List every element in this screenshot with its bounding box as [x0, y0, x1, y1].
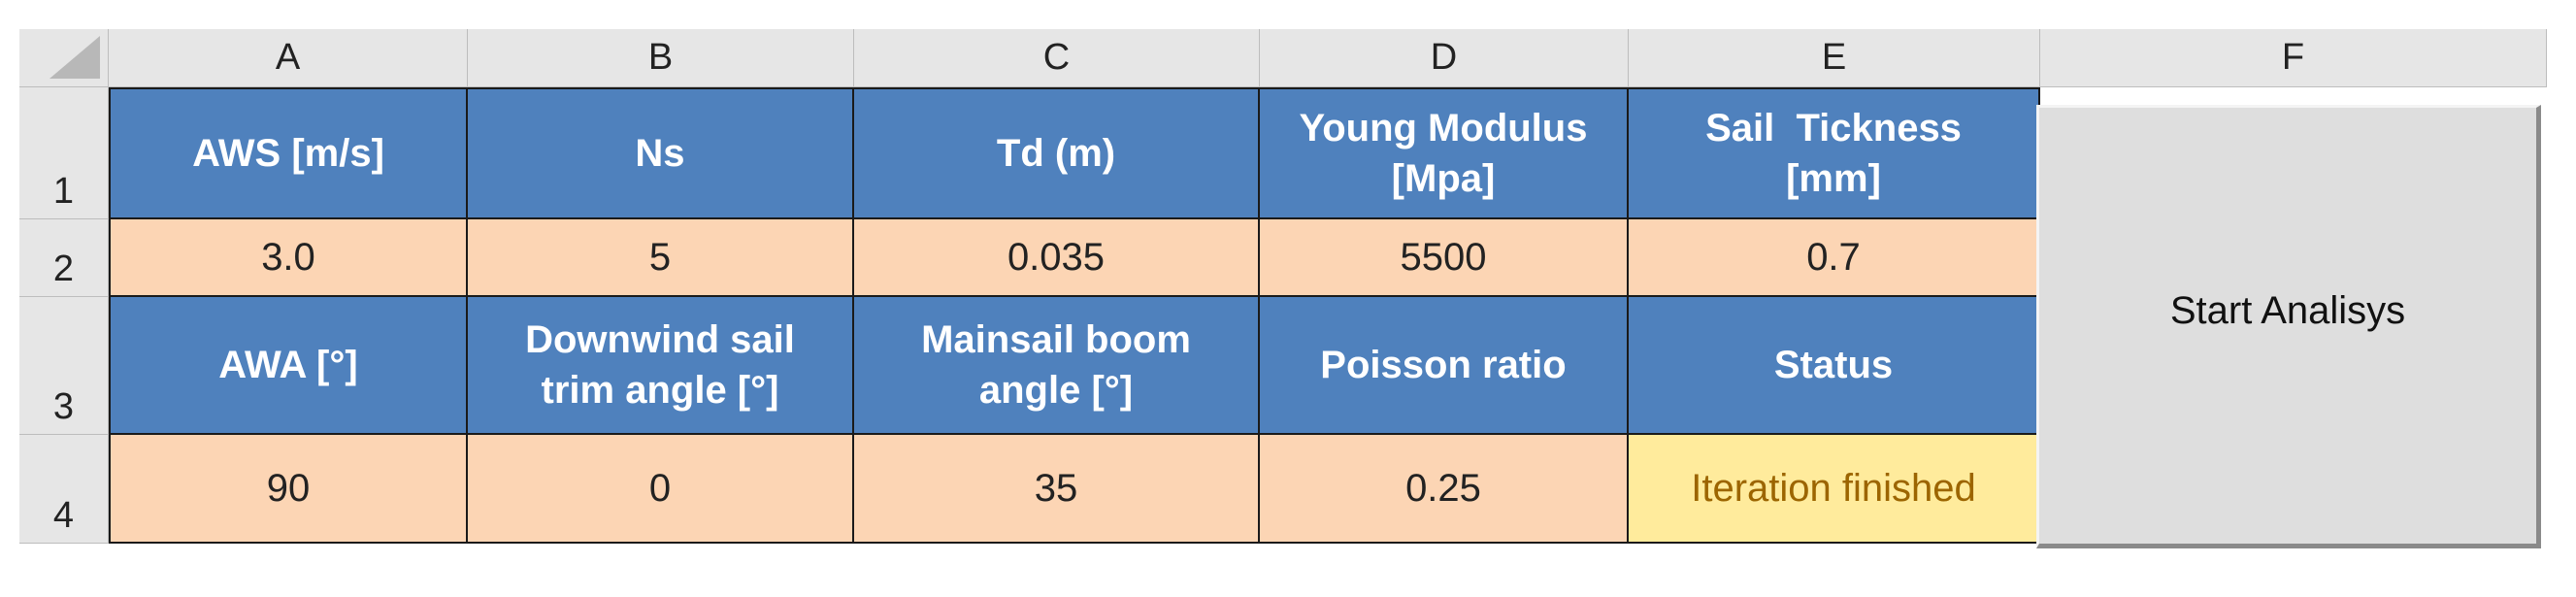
ns-header-label: Ns — [635, 132, 685, 175]
cell-d2[interactable]: 5500 — [1260, 219, 1629, 297]
row-header-1[interactable]: 1 — [19, 87, 109, 219]
awa-header-label: AWA [°] — [218, 344, 358, 386]
boom-angle-value: 35 — [1034, 467, 1078, 510]
start-analysis-button-label: Start Analisys — [2169, 289, 2406, 332]
sail-thickness-line2: [mm] — [1786, 157, 1881, 200]
trim-angle-line1: Downwind sail — [525, 318, 795, 361]
sail-thickness-header-label: Sail Tickness [mm] — [1705, 103, 1962, 204]
cell-c3[interactable]: Mainsail boom angle [°] — [854, 297, 1260, 435]
cell-e1[interactable]: Sail Tickness [mm] — [1629, 87, 2040, 219]
cell-a1[interactable]: AWS [m/s] — [109, 87, 468, 219]
cell-b2[interactable]: 5 — [468, 219, 854, 297]
sail-thickness-value: 0.7 — [1806, 236, 1861, 279]
trim-angle-header-label: Downwind sail trim angle [°] — [525, 315, 795, 415]
column-header-c[interactable]: C — [854, 29, 1260, 87]
cell-a3[interactable]: AWA [°] — [109, 297, 468, 435]
cell-d1[interactable]: Young Modulus [Mpa] — [1260, 87, 1629, 219]
sail-thickness-line1: Sail Tickness — [1705, 107, 1962, 149]
trim-angle-value: 0 — [648, 467, 672, 510]
cell-c2[interactable]: 0.035 — [854, 219, 1260, 297]
cell-a2[interactable]: 3.0 — [109, 219, 468, 297]
column-header-d[interactable]: D — [1260, 29, 1629, 87]
young-modulus-header-label: Young Modulus [Mpa] — [1300, 103, 1588, 204]
cell-b1[interactable]: Ns — [468, 87, 854, 219]
column-header-f[interactable]: F — [2040, 29, 2547, 87]
cell-c1[interactable]: Td (m) — [854, 87, 1260, 219]
select-all-corner[interactable] — [19, 29, 109, 87]
td-header-label: Td (m) — [996, 132, 1116, 175]
cell-b3[interactable]: Downwind sail trim angle [°] — [468, 297, 854, 435]
boom-angle-header-label: Mainsail boom angle [°] — [921, 315, 1191, 415]
boom-angle-line1: Mainsail boom — [921, 318, 1191, 361]
poisson-ratio-header-label: Poisson ratio — [1320, 344, 1567, 386]
trim-angle-line2: trim angle [°] — [541, 369, 779, 412]
aws-header-label: AWS [m/s] — [192, 132, 384, 175]
aws-value: 3.0 — [261, 236, 315, 279]
ns-value: 5 — [648, 236, 672, 279]
column-header-e[interactable]: E — [1629, 29, 2040, 87]
cell-c4[interactable]: 35 — [854, 435, 1260, 544]
spreadsheet: A B C D E F 1 2 3 4 AWS [m/s] Ns Td (m) … — [19, 29, 2547, 553]
row-header-3[interactable]: 3 — [19, 297, 109, 435]
boom-angle-line2: angle [°] — [978, 369, 1134, 412]
cell-e4[interactable]: Iteration finished — [1629, 435, 2040, 544]
status-value: Iteration finished — [1691, 467, 1976, 510]
column-header-b[interactable]: B — [468, 29, 854, 87]
cell-e3[interactable]: Status — [1629, 297, 2040, 435]
row-header-2[interactable]: 2 — [19, 219, 109, 297]
poisson-ratio-value: 0.25 — [1405, 467, 1481, 510]
cell-e2[interactable]: 0.7 — [1629, 219, 2040, 297]
cell-b4[interactable]: 0 — [468, 435, 854, 544]
cell-d4[interactable]: 0.25 — [1260, 435, 1629, 544]
young-modulus-value: 5500 — [1400, 236, 1487, 279]
column-header-a[interactable]: A — [109, 29, 468, 87]
row-header-4[interactable]: 4 — [19, 435, 109, 544]
td-value: 0.035 — [1007, 236, 1106, 279]
cell-a4[interactable]: 90 — [109, 435, 468, 544]
cell-d3[interactable]: Poisson ratio — [1260, 297, 1629, 435]
young-modulus-line1: Young Modulus — [1299, 107, 1588, 149]
status-header-label: Status — [1773, 344, 1894, 386]
young-modulus-line2: [Mpa] — [1391, 157, 1496, 200]
awa-value: 90 — [266, 467, 311, 510]
start-analysis-button[interactable]: Start Analisys — [2036, 105, 2541, 548]
